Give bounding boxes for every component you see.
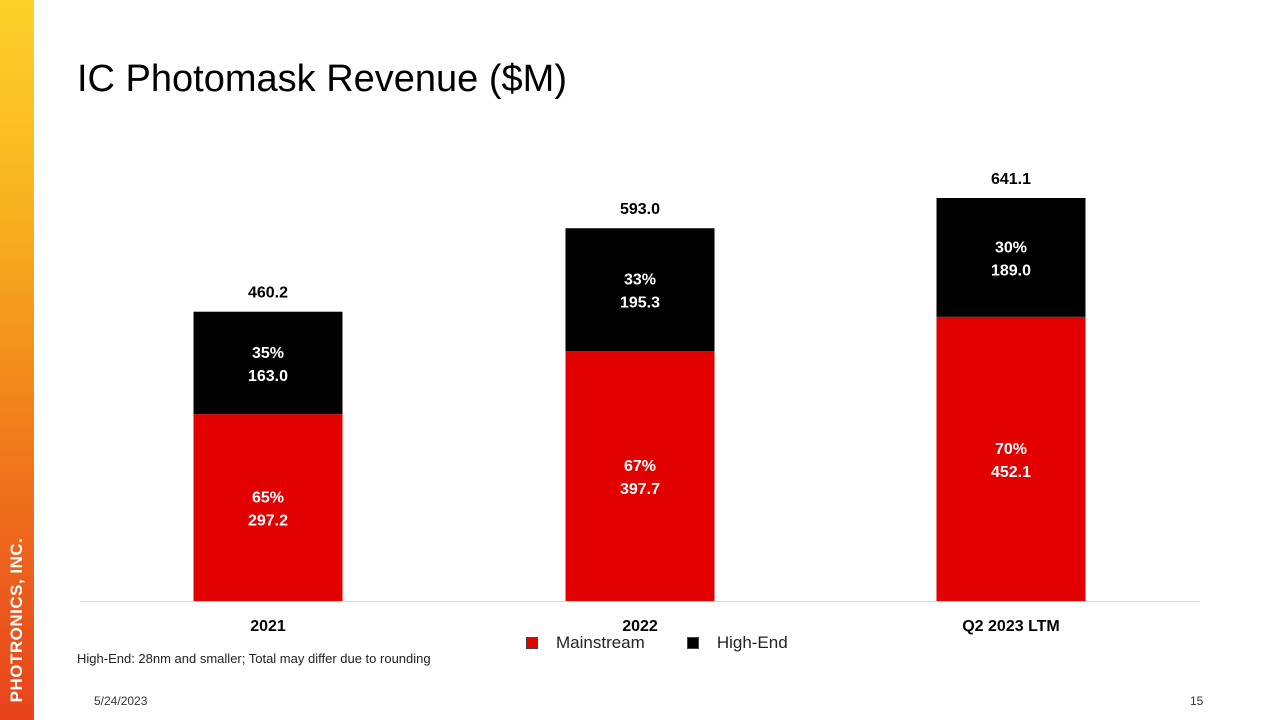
bar-percent-label-high-end-1: 33% [624, 272, 656, 289]
bar-percent-label-mainstream-0: 65% [252, 490, 284, 507]
x-tick-label-2: Q2 2023 LTM [962, 618, 1060, 635]
bar-mainstream-1 [565, 351, 715, 601]
bar-high-end-2 [936, 198, 1086, 317]
chart-legend: Mainstream High-End [526, 633, 830, 653]
x-tick-label-1: 2022 [622, 618, 658, 635]
page-number: 15 [1190, 694, 1204, 708]
slide-date: 5/24/2023 [94, 694, 148, 708]
bar-percent-label-mainstream-1: 67% [624, 458, 656, 475]
bar-value-label-high-end-2: 189.0 [991, 262, 1031, 279]
bar-total-label-1: 593.0 [620, 201, 660, 218]
bar-high-end-0 [193, 311, 343, 415]
legend-item-high-end: High-End [686, 633, 788, 653]
footnote: High-End: 28nm and smaller; Total may di… [77, 651, 431, 666]
bar-percent-label-high-end-0: 35% [252, 345, 284, 362]
slide-title: IC Photomask Revenue ($M) [77, 58, 567, 100]
brand-side-bar: PHOTRONICS, INC. [0, 0, 34, 720]
legend-swatch-mainstream [526, 637, 538, 649]
bar-value-label-high-end-1: 195.3 [620, 295, 660, 312]
bar-value-label-high-end-0: 163.0 [248, 368, 288, 385]
legend-label-high-end: High-End [716, 633, 788, 652]
x-tick-label-0: 2021 [250, 618, 286, 635]
legend-swatch-high-end [686, 637, 699, 649]
bar-percent-label-high-end-2: 30% [995, 239, 1027, 256]
bar-mainstream-0 [193, 414, 343, 601]
bar-value-label-mainstream-0: 297.2 [248, 513, 288, 530]
bar-high-end-1 [565, 228, 715, 352]
legend-label-mainstream: Mainstream [556, 633, 645, 652]
bar-total-label-2: 641.1 [991, 171, 1031, 188]
bar-value-label-mainstream-1: 397.7 [620, 481, 660, 498]
bar-total-label-0: 460.2 [248, 285, 288, 302]
legend-item-mainstream: Mainstream [526, 633, 645, 653]
bar-mainstream-2 [936, 316, 1086, 601]
bar-percent-label-mainstream-2: 70% [995, 441, 1027, 458]
bar-value-label-mainstream-2: 452.1 [991, 464, 1031, 481]
